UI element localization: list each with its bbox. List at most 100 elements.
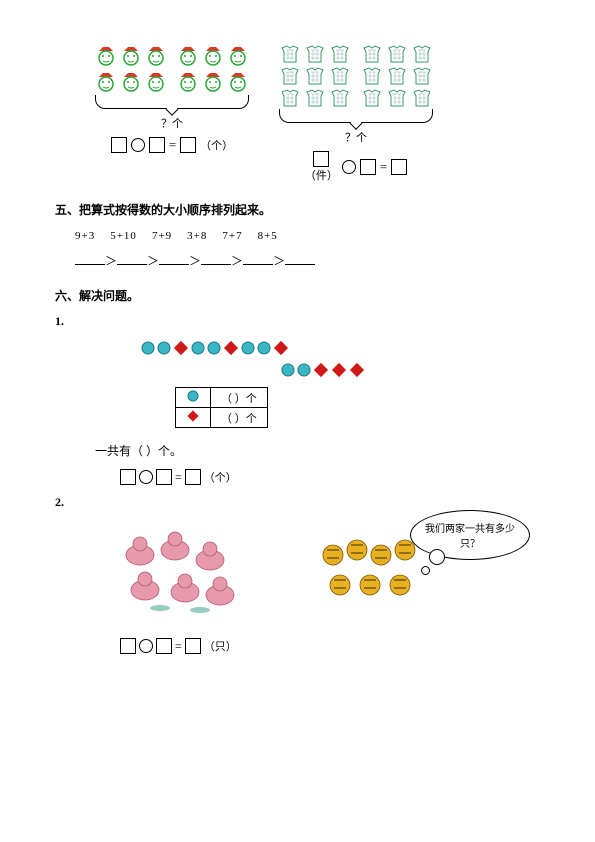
cell-label: （ ）个	[211, 408, 268, 428]
shirt-icon	[386, 89, 408, 107]
pigs-icon	[115, 530, 245, 620]
shirt-icon	[304, 67, 326, 85]
snowman-icon	[227, 71, 249, 93]
animal-groups: 我们两家一共有多少只？	[115, 530, 540, 620]
shirt-icon	[304, 45, 326, 63]
q2-number: 2.	[55, 495, 540, 510]
equation-template: = （只）	[120, 638, 540, 654]
shirt-icon	[329, 89, 351, 107]
diamond-icon	[312, 361, 330, 379]
q1-number: 1.	[55, 314, 540, 329]
box-icon	[185, 638, 201, 654]
box-icon	[185, 469, 201, 485]
box-icon	[180, 137, 196, 153]
table-row: （ ）个	[176, 388, 268, 408]
shirt-icon	[411, 89, 433, 107]
snowman-icon	[227, 45, 249, 67]
shirt-icon	[279, 45, 301, 63]
snowman-row	[95, 71, 167, 93]
snowman-icon	[202, 45, 224, 67]
ball-icon	[296, 362, 312, 378]
equation-template: = （个）	[120, 469, 540, 485]
diamond-icon	[222, 339, 240, 357]
snowman-row	[95, 45, 167, 67]
expr: 7+9	[152, 230, 172, 242]
expr: 7+7	[222, 230, 242, 242]
ball-icon	[140, 340, 156, 356]
box-icon	[391, 159, 407, 175]
section5-title: 五、把算式按得数的大小顺序排列起来。	[55, 201, 540, 218]
top-image-groups: ？个 = （个）	[95, 45, 540, 183]
box-icon	[111, 137, 127, 153]
shirt-icon	[329, 45, 351, 63]
box-icon	[149, 137, 165, 153]
table-row: （ ）个	[176, 408, 268, 428]
count-table: （ ）个 （ ）个	[175, 387, 268, 428]
blank[interactable]	[159, 253, 189, 265]
ball-icon	[280, 362, 296, 378]
shirt-icon	[361, 89, 383, 107]
shirt-group: ？个 （件） =	[279, 45, 433, 183]
circle-icon	[342, 160, 356, 174]
question-label: ？个	[345, 129, 367, 145]
box-icon	[313, 151, 329, 167]
blank[interactable]	[117, 253, 147, 265]
blank[interactable]	[201, 253, 231, 265]
circle-icon	[139, 470, 153, 484]
snowman-icon	[202, 71, 224, 93]
unit-label: （个）	[204, 469, 237, 485]
box-icon	[156, 469, 172, 485]
shirt-row	[361, 89, 433, 107]
shirt-row	[361, 67, 433, 85]
ball-icon	[240, 340, 256, 356]
snowman-icon	[95, 45, 117, 67]
diamond-icon	[330, 361, 348, 379]
snowman-icon	[120, 45, 142, 67]
unit-label: （只）	[204, 638, 237, 654]
box-icon	[156, 638, 172, 654]
shirt-row	[279, 67, 351, 85]
speech-bubble: 我们两家一共有多少只？	[410, 510, 530, 560]
snowman-group: ？个 = （个）	[95, 45, 249, 183]
total-label: 一共有（ ）个。	[95, 442, 540, 459]
unit-label: （个）	[200, 137, 233, 153]
shirt-icon	[411, 45, 433, 63]
ball-icon	[156, 340, 172, 356]
snowman-icon	[145, 45, 167, 67]
box-icon	[360, 159, 376, 175]
snowman-icon	[177, 71, 199, 93]
bead-sequence	[140, 339, 540, 379]
expr: 8+5	[258, 230, 278, 242]
question-label: ？个	[161, 115, 183, 131]
comparison-line: ＞＞＞＞＞	[75, 252, 540, 269]
circle-icon	[131, 138, 145, 152]
ball-icon	[206, 340, 222, 356]
expression-list: 9+3 5+10 7+9 3+8 7+7 8+5	[75, 230, 540, 242]
shirt-icon	[411, 67, 433, 85]
shirt-icon	[329, 67, 351, 85]
shirt-icon	[279, 67, 301, 85]
blank[interactable]	[243, 253, 273, 265]
diamond-icon	[186, 409, 200, 423]
shirt-icon	[361, 45, 383, 63]
blank[interactable]	[285, 253, 315, 265]
snowman-icon	[120, 71, 142, 93]
shirt-row	[361, 45, 433, 63]
shirt-icon	[386, 67, 408, 85]
cell-label: （ ）个	[211, 388, 268, 408]
unit-label: （件）	[305, 167, 338, 183]
expr: 9+3	[75, 230, 95, 242]
brace-icon	[95, 95, 249, 109]
shirt-icon	[386, 45, 408, 63]
expr: 3+8	[187, 230, 207, 242]
snowman-icon	[177, 45, 199, 67]
brace-icon	[279, 109, 433, 123]
snowman-icon	[95, 71, 117, 93]
box-icon	[120, 469, 136, 485]
shirt-icon	[361, 67, 383, 85]
blank[interactable]	[75, 253, 105, 265]
snowman-icon	[145, 71, 167, 93]
shirt-icon	[304, 89, 326, 107]
circle-icon	[139, 639, 153, 653]
shirt-row	[279, 89, 351, 107]
